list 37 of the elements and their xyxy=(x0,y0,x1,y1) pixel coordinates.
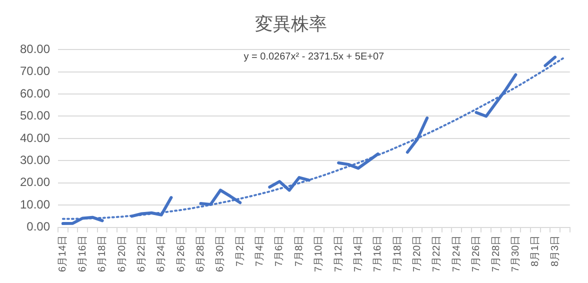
y-tick-label: 10.00 xyxy=(20,197,50,212)
x-tick-label: 6月20日 xyxy=(116,235,128,272)
x-tick-label: 7月10日 xyxy=(314,235,325,272)
y-tick-label: 50.00 xyxy=(20,108,50,123)
x-tick-label: 7月8日 xyxy=(294,235,305,266)
y-tick-label: 70.00 xyxy=(20,64,50,78)
x-tick-label: 7月30日 xyxy=(510,235,522,272)
x-tick-label: 7月4日 xyxy=(254,235,266,266)
x-tick-label: 7月2日 xyxy=(234,235,246,266)
y-tick-label: 20.00 xyxy=(20,175,50,190)
x-tick-label: 6月30日 xyxy=(215,235,226,272)
x-tick-label: 7月20日 xyxy=(412,235,424,272)
x-tick-label: 6月24日 xyxy=(156,235,168,272)
x-tick-label: 7月14日 xyxy=(352,235,364,272)
y-tick-label: 30.00 xyxy=(20,152,50,167)
x-tick-label: 7月6日 xyxy=(274,235,286,266)
x-tick-label: 6月22日 xyxy=(136,235,148,272)
annotation: y = 0.0267x² - 2371.5x + 5E+07 xyxy=(244,51,385,62)
x-tick-label: 7月24日 xyxy=(451,235,462,272)
x-tick-label: 7月12日 xyxy=(333,235,344,272)
x-tick-label: 7月16日 xyxy=(372,235,384,272)
x-tick-label: 8月3日 xyxy=(550,235,561,266)
x-tick-label: 6月14日 xyxy=(58,235,69,272)
x-tick-label: 6月26日 xyxy=(176,235,187,272)
x-tick-label: 7月26日 xyxy=(471,235,482,272)
x-tick-label: 6月18日 xyxy=(97,235,108,272)
x-tick-label: 6月28日 xyxy=(195,235,206,272)
y-tick-label: 60.00 xyxy=(20,86,50,100)
chart-title: 変異株率 xyxy=(255,14,327,34)
y-tick-label: 80.00 xyxy=(20,42,50,56)
x-tick-label: 7月22日 xyxy=(432,235,443,272)
x-tick-label: 7月18日 xyxy=(392,235,404,272)
x-tick-label: 8月1日 xyxy=(530,235,542,266)
y-tick-label: 40.00 xyxy=(20,130,50,145)
x-tick-label: 7月28日 xyxy=(490,235,502,272)
x-tick-label: 6月16日 xyxy=(77,235,88,272)
y-tick-label: 0.00 xyxy=(26,220,50,234)
